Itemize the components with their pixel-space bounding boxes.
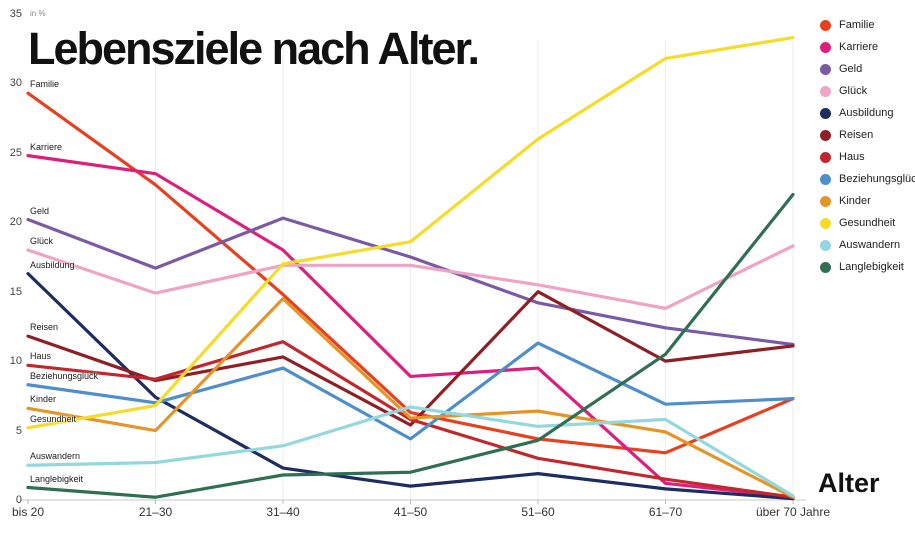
legend-color-dot [820,217,831,229]
series-line-Ausbildung [26,272,795,501]
legend-item-Familie: Familie [820,14,915,36]
series-line-Karriere [26,154,795,499]
legend-label: Auswandern [839,239,901,251]
legend-color-dot [820,151,831,163]
x-axis-category-label: über 70 Jahre [755,505,831,519]
x-axis-category-label: 51–60 [521,505,555,519]
legend-label: Beziehungsglück [839,173,915,185]
legend-label: Geld [839,63,863,75]
series-start-label-Karriere: Karriere [30,141,63,152]
legend-color-dot [820,107,831,119]
legend-label: Kinder [839,195,871,207]
series-start-label-Reisen: Reisen [30,322,59,333]
legend-label: Reisen [839,129,874,141]
series-start-label-Geld: Geld [30,205,50,216]
legend-label: Langlebigkeit [839,261,904,273]
series-start-label-Ausbildung: Ausbildung [30,259,75,270]
legend-label: Ausbildung [839,107,894,119]
legend-item-Reisen: Reisen [820,124,915,146]
series-start-label-Gesundheit: Gesundheit [30,413,77,424]
series-line-Glück [26,244,795,310]
legend-color-dot [820,239,831,251]
y-axis-tick-label: 35 [9,8,22,20]
legend-color-dot [820,41,831,53]
x-axis-category-label: 61–70 [648,505,683,519]
legend-item-Karriere: Karriere [820,36,915,58]
legend-item-Auswandern: Auswandern [820,234,915,256]
legend-color-dot [820,19,831,31]
legend-color-dot [820,85,831,97]
legend-item-Beziehungsglück: Beziehungsglück [820,168,915,190]
legend-item-Glück: Glück [820,80,915,102]
legend: Familie Karriere Geld Glück Ausbildung Reisen… [820,14,915,278]
y-axis-tick-label: 10 [9,355,22,368]
x-axis-category-label: 31–40 [266,505,300,519]
y-axis-tick-label: 5 [15,424,22,437]
y-axis-tick-label: 25 [9,146,22,159]
legend-item-Geld: Geld [820,58,915,80]
legend-label: Familie [839,19,875,31]
series-start-label-Haus: Haus [30,351,52,362]
x-axis-category-label: bis 20 [11,505,45,519]
legend-label: Glück [839,85,868,97]
legend-color-dot [820,195,831,207]
series-line-Gesundheit [26,36,795,430]
chart-title: Lebensziele nach Alter. [28,23,480,74]
y-axis-tick-label: 15 [9,285,22,298]
legend-color-dot [820,261,831,273]
legend-item-Gesundheit: Gesundheit [820,212,915,234]
series-start-label-Kinder: Kinder [30,394,57,405]
series-line-Geld [26,216,795,347]
x-axis-title: Alter [818,468,880,498]
legend-label: Karriere [839,41,879,53]
legend-color-dot [820,129,831,141]
series-start-label-Familie: Familie [30,79,60,90]
y-axis-unit-label: in % [30,9,46,18]
y-axis-tick-label: 0 [15,494,22,506]
legend-label: Gesundheit [839,217,896,229]
legend-item-Ausbildung: Ausbildung [820,102,915,124]
y-axis-tick-label: 30 [9,77,22,90]
series-start-label-Langlebigkeit: Langlebigkeit [30,473,84,484]
series-start-label-Beziehungsglück: Beziehungsglück [30,370,99,381]
series-line-Auswandern [26,405,795,498]
series-start-label-Auswandern: Auswandern [30,451,81,462]
x-axis-category-label: 21–30 [138,505,173,519]
legend-color-dot [820,173,831,185]
legend-color-dot [820,63,831,75]
legend-item-Langlebigkeit: Langlebigkeit [820,256,915,278]
series-line-Beziehungsglück [26,341,795,441]
legend-item-Haus: Haus [820,146,915,168]
series-line-Kinder [26,297,795,499]
legend-item-Kinder: Kinder [820,190,915,212]
y-axis-tick-label: 20 [9,216,22,229]
series-start-label-Glück: Glück [30,236,54,247]
series-line-Familie [26,91,795,455]
legend-label: Haus [839,151,865,163]
x-axis-category-label: 41–50 [393,505,428,519]
series-line-Langlebigkeit [26,192,795,499]
